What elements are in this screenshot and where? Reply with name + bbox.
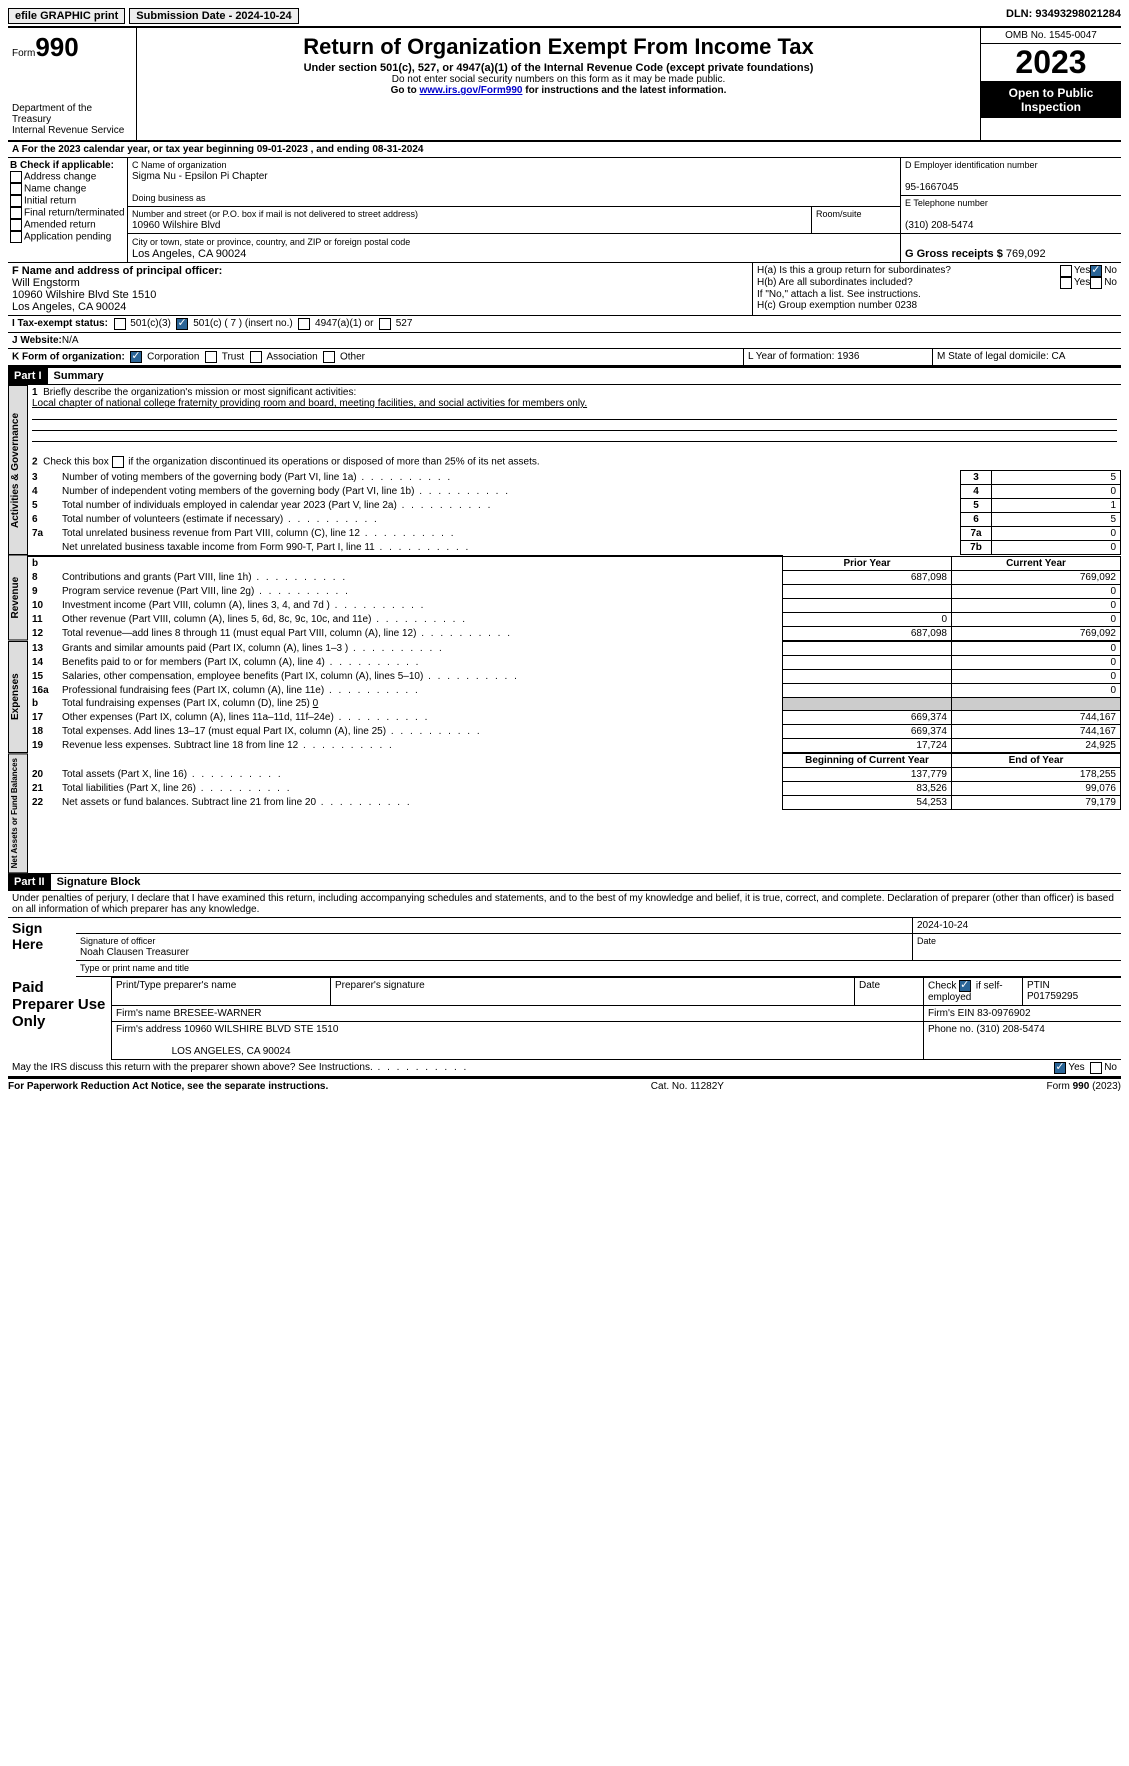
box-h: H(a) Is this a group return for subordin… bbox=[753, 263, 1121, 315]
expenses-table: 13Grants and similar amounts paid (Part … bbox=[28, 641, 1121, 753]
officer-name: Noah Clausen Treasurer bbox=[80, 947, 189, 958]
k-l-m-row: K Form of organization: Corporation Trus… bbox=[8, 349, 1121, 367]
form-subtitle: Under section 501(c), 527, or 4947(a)(1)… bbox=[141, 62, 976, 74]
org-name: Sigma Nu - Epsilon Pi Chapter bbox=[132, 171, 268, 182]
box-d: D Employer identification number95-16670… bbox=[900, 158, 1121, 262]
part2-header: Part II Signature Block bbox=[8, 873, 1121, 891]
vtab-revenue: Revenue bbox=[8, 555, 28, 641]
vtab-netassets: Net Assets or Fund Balances bbox=[8, 753, 28, 873]
form-header: Form990 Department of the Treasury Inter… bbox=[8, 28, 1121, 142]
dept-treasury: Department of the Treasury bbox=[12, 103, 132, 125]
form-number: Form990 bbox=[12, 32, 132, 63]
line-1: 1 Briefly describe the organization's mi… bbox=[28, 385, 1121, 454]
efile-button[interactable]: efile GRAPHIC print bbox=[8, 8, 125, 24]
phone: (310) 208-5474 bbox=[905, 220, 973, 231]
signature-table: Sign Here 2024-10-24 Signature of office… bbox=[8, 918, 1121, 977]
preparer-table: Paid Preparer Use Only Print/Type prepar… bbox=[8, 977, 1121, 1060]
box-c: C Name of organizationSigma Nu - Epsilon… bbox=[128, 158, 900, 262]
irs-link[interactable]: www.irs.gov/Form990 bbox=[419, 85, 522, 96]
netassets-table: Beginning of Current YearEnd of Year20To… bbox=[28, 753, 1121, 810]
revenue-table: bPrior YearCurrent Year8Contributions an… bbox=[28, 555, 1121, 641]
dln-text: DLN: 93493298021284 bbox=[1006, 8, 1121, 24]
governance-table: 3Number of voting members of the governi… bbox=[28, 470, 1121, 555]
website-row: J Website: N/A bbox=[8, 333, 1121, 349]
ptin: P01759295 bbox=[1027, 991, 1078, 1002]
city-address: Los Angeles, CA 90024 bbox=[132, 248, 246, 260]
open-public-badge: Open to Public Inspection bbox=[981, 82, 1121, 118]
line-2: 2 Check this box if the organization dis… bbox=[28, 454, 1121, 470]
irs-label: Internal Revenue Service bbox=[12, 125, 132, 136]
vtab-governance: Activities & Governance bbox=[8, 385, 28, 555]
firm-name: BRESEE-WARNER bbox=[173, 1008, 261, 1019]
tax-status-row: I Tax-exempt status: 501(c)(3) 501(c) ( … bbox=[8, 316, 1121, 333]
tax-year: 2023 bbox=[981, 44, 1121, 82]
street-address: 10960 Wilshire Blvd bbox=[132, 220, 220, 231]
box-f: F Name and address of principal officer:… bbox=[8, 263, 753, 315]
vtab-expenses: Expenses bbox=[8, 641, 28, 753]
box-b: B Check if applicable: Address change Na… bbox=[8, 158, 128, 262]
ssn-warning: Do not enter social security numbers on … bbox=[141, 74, 976, 85]
perjury-text: Under penalties of perjury, I declare th… bbox=[8, 891, 1121, 918]
submission-button[interactable]: Submission Date - 2024-10-24 bbox=[129, 8, 298, 24]
gross-receipts: 769,092 bbox=[1006, 248, 1046, 260]
part1-header: Part I Summary bbox=[8, 367, 1121, 385]
form-title: Return of Organization Exempt From Incom… bbox=[141, 34, 976, 60]
discuss-row: May the IRS discuss this return with the… bbox=[8, 1060, 1121, 1077]
ein: 95-1667045 bbox=[905, 182, 958, 193]
page-footer: For Paperwork Reduction Act Notice, see … bbox=[8, 1077, 1121, 1092]
line-a: A For the 2023 calendar year, or tax yea… bbox=[8, 142, 1121, 158]
omb-number: OMB No. 1545-0047 bbox=[981, 28, 1121, 44]
top-bar: efile GRAPHIC print Submission Date - 20… bbox=[8, 8, 1121, 28]
mission-text: Local chapter of national college frater… bbox=[32, 398, 587, 409]
